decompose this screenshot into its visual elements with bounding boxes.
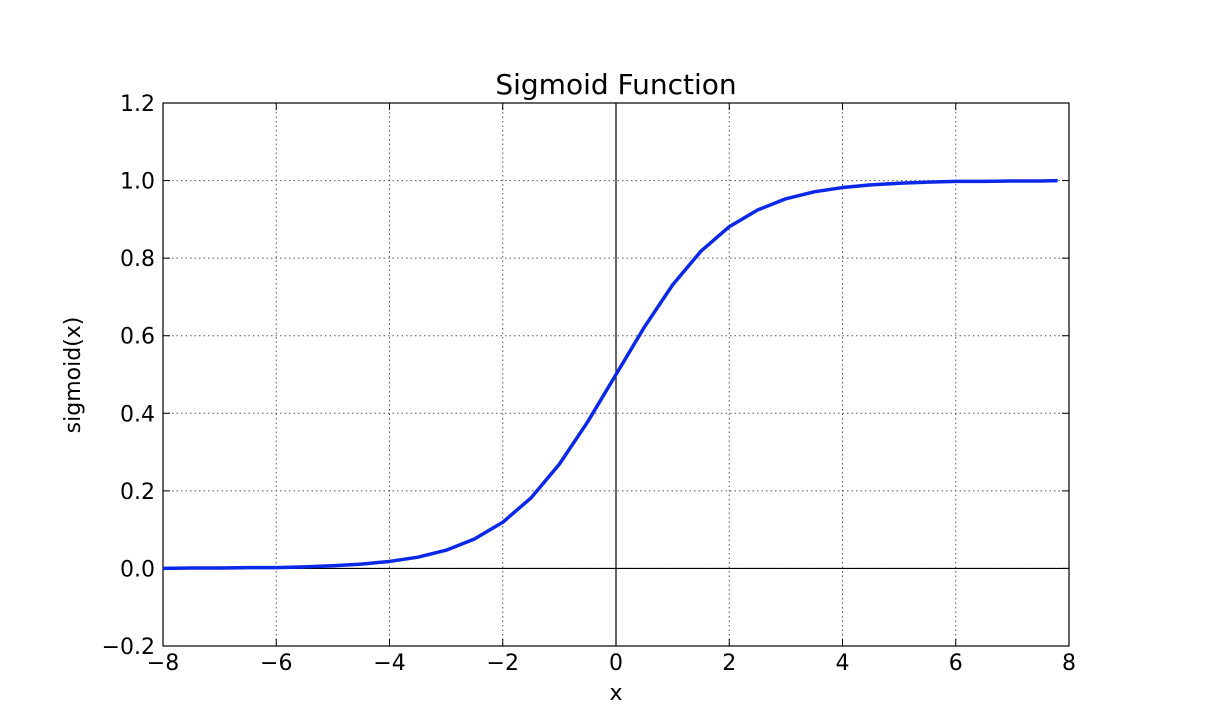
y-tick-label: 0.6 (120, 325, 155, 350)
x-tick-label: 0 (609, 651, 623, 676)
y-tick-label: 0.0 (120, 557, 155, 582)
y-tick-label: 0.8 (120, 247, 155, 272)
x-tick-label: 8 (1062, 651, 1076, 676)
y-tick-label: 0.2 (120, 480, 155, 505)
x-tick-label: −6 (260, 651, 292, 676)
x-tick-label: −8 (147, 651, 179, 676)
y-tick-label: −0.2 (102, 635, 155, 660)
y-tick-label: 1.2 (120, 92, 155, 117)
x-tick-label: 6 (949, 651, 963, 676)
line-series (162, 178, 1058, 571)
x-tick-label: −2 (487, 651, 519, 676)
x-axis-label: x (609, 681, 622, 706)
x-tick-label: −4 (373, 651, 405, 676)
y-tick-label: 1.0 (120, 170, 155, 195)
plot-frame (162, 102, 1070, 647)
x-tick-label: 2 (722, 651, 736, 676)
x-tick-label: 4 (836, 651, 850, 676)
y-axis-label: sigmoid(x) (61, 317, 86, 434)
chart-title: Sigmoid Function (495, 68, 736, 101)
y-tick-label: 0.4 (120, 402, 155, 427)
